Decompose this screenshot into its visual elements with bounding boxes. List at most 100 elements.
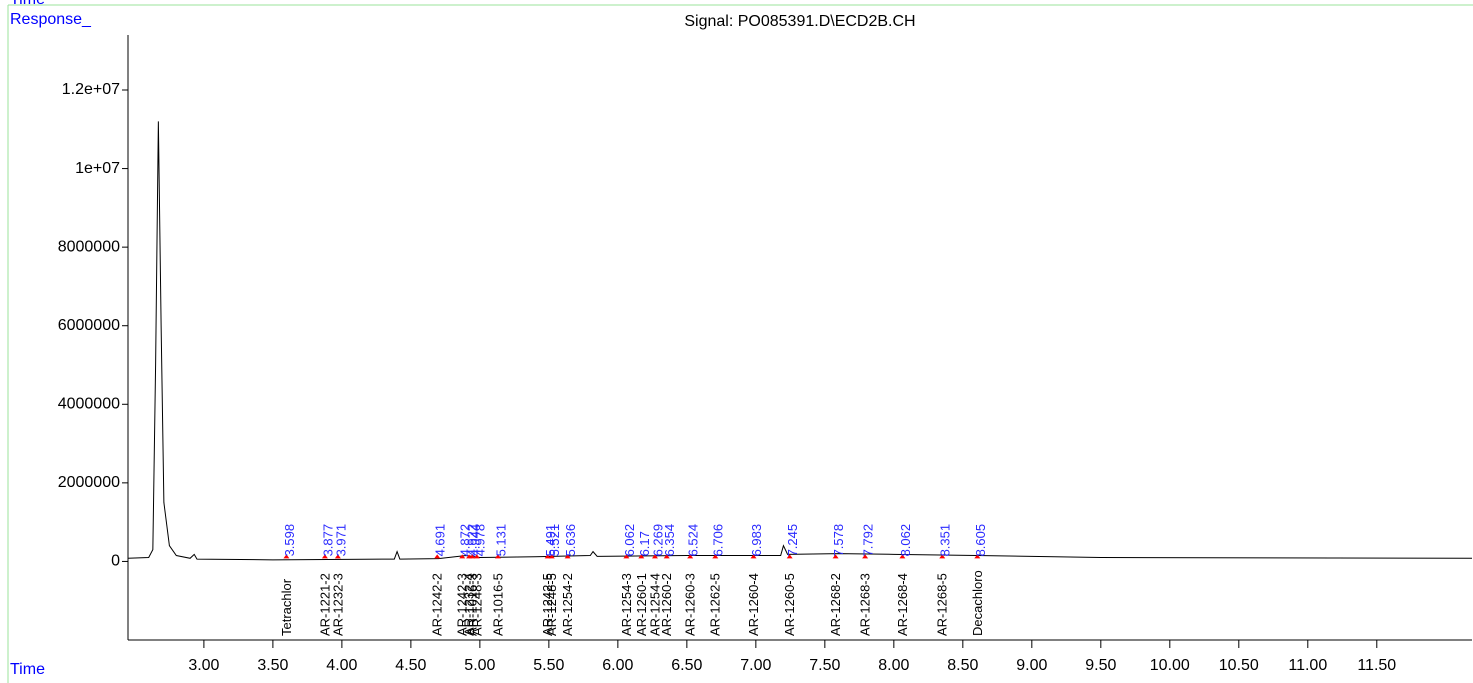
x-tick-label: 7.00 <box>740 657 771 674</box>
peak-marker <box>651 554 658 559</box>
compound-label: AR-1242-2 <box>430 573 445 636</box>
retention-time: 6.524 <box>686 524 701 557</box>
peak-marker <box>786 554 793 559</box>
chart-title: Signal: PO085391.D\ECD2B.CH <box>684 13 915 30</box>
x-tick-label: 11.50 <box>1357 657 1396 674</box>
retention-time: 5.491 <box>543 524 558 557</box>
retention-time: 4.691 <box>433 524 448 557</box>
y-tick-label: 8000000 <box>58 238 120 255</box>
compound-label: AR-1016-3 <box>465 573 480 636</box>
retention-time: 3.877 <box>320 524 335 557</box>
y-tick-label: 6000000 <box>58 317 120 334</box>
peak-marker <box>434 554 441 559</box>
peak-marker <box>459 554 466 559</box>
retention-time: 8.605 <box>973 524 988 557</box>
retention-time: 3.971 <box>333 524 348 557</box>
compound-label: AR-1260-4 <box>746 573 761 636</box>
peak-marker <box>283 554 290 559</box>
x-tick-label: 6.00 <box>602 657 633 674</box>
retention-time: 4.922 <box>465 524 480 557</box>
retention-time: 4.944 <box>468 524 483 557</box>
peak-marker <box>623 554 630 559</box>
y-tick-label: 4000000 <box>58 396 120 413</box>
peak-marker <box>663 554 670 559</box>
compound-label: AR-1254-2 <box>560 573 575 636</box>
retention-time: 6.354 <box>662 524 677 557</box>
y-tick-label: 1.2e+07 <box>62 81 120 98</box>
retention-time: 6.062 <box>622 524 637 557</box>
compound-label: AR-1260-1 <box>634 573 649 636</box>
peak-marker <box>899 554 906 559</box>
retention-time: 6.983 <box>749 524 764 557</box>
x-axis-label: Time <box>10 661 45 678</box>
retention-time: 7.792 <box>861 524 876 557</box>
compound-label: AR-1248-3 <box>469 573 484 636</box>
corner-label: Time <box>10 0 45 8</box>
retention-time: 5.131 <box>493 524 508 557</box>
peak-marker <box>469 554 476 559</box>
x-tick-label: 6.50 <box>671 657 702 674</box>
x-tick-label: 9.00 <box>1016 657 1047 674</box>
retention-time: 7.578 <box>831 524 846 557</box>
peak-marker <box>564 554 571 559</box>
compound-label: Tetrachlor <box>279 578 294 636</box>
peak-marker <box>321 554 328 559</box>
retention-time: 4.872 <box>458 524 473 557</box>
compound-label: AR-1262-5 <box>708 573 723 636</box>
y-tick-label: 0 <box>111 553 120 570</box>
peak-marker <box>832 554 839 559</box>
compound-label: AR-1268-3 <box>858 573 873 636</box>
peak-marker <box>712 554 719 559</box>
peak-marker <box>939 554 946 559</box>
peak-marker <box>473 554 480 559</box>
x-tick-label: 8.00 <box>878 657 909 674</box>
peak-marker <box>687 554 694 559</box>
peak-marker <box>544 554 551 559</box>
compound-label: AR-1268-5 <box>935 573 950 636</box>
retention-time: 5.636 <box>563 524 578 557</box>
compound-label: AR-1232-4 <box>462 573 477 636</box>
x-tick-label: 4.00 <box>326 657 357 674</box>
retention-time: 8.062 <box>898 524 913 557</box>
compound-label: AR-1268-4 <box>895 573 910 636</box>
y-axis-label: Response_ <box>10 11 92 28</box>
compound-label: AR-1268-2 <box>828 573 843 636</box>
x-tick-label: 4.50 <box>395 657 426 674</box>
peak-marker <box>548 554 555 559</box>
retention-time: 8.351 <box>938 524 953 557</box>
retention-time: 6.17 <box>637 531 652 556</box>
compound-label: AR-1242-3 <box>455 573 470 636</box>
peak-marker <box>334 554 341 559</box>
retention-time: 7.245 <box>785 524 800 557</box>
x-tick-label: 5.50 <box>533 657 564 674</box>
compound-label: AR-1221-2 <box>317 573 332 636</box>
compound-label: AR-1242-5 <box>540 573 555 636</box>
retention-time: 5.521 <box>547 524 562 557</box>
compound-label: AR-1254-3 <box>619 573 634 636</box>
y-tick-label: 2000000 <box>58 474 120 491</box>
compound-label: AR-1254-4 <box>647 573 662 636</box>
compound-label: AR-1260-3 <box>683 573 698 636</box>
y-tick-label: 1e+07 <box>75 160 120 177</box>
compound-label: AR-1232-3 <box>330 573 345 636</box>
x-tick-label: 11.00 <box>1288 657 1327 674</box>
retention-time: 3.598 <box>282 524 297 557</box>
signal-trace <box>127 121 1473 561</box>
compound-label: AR-1248-5 <box>544 573 559 636</box>
compound-label: AR-1016-5 <box>490 573 505 636</box>
compound-label: Decachloro <box>970 570 985 636</box>
x-tick-label: 10.50 <box>1219 657 1259 674</box>
peak-marker <box>638 554 645 559</box>
peak-marker <box>862 554 869 559</box>
peak-marker <box>494 554 501 559</box>
x-tick-label: 10.00 <box>1150 657 1190 674</box>
compound-label: AR-1260-2 <box>659 573 674 636</box>
peak-marker <box>750 554 757 559</box>
x-tick-label: 5.00 <box>464 657 495 674</box>
retention-time: 4.978 <box>472 524 487 557</box>
retention-time: 6.269 <box>650 524 665 557</box>
retention-time: 6.706 <box>711 524 726 557</box>
peak-marker <box>974 554 981 559</box>
x-tick-label: 8.50 <box>947 657 978 674</box>
